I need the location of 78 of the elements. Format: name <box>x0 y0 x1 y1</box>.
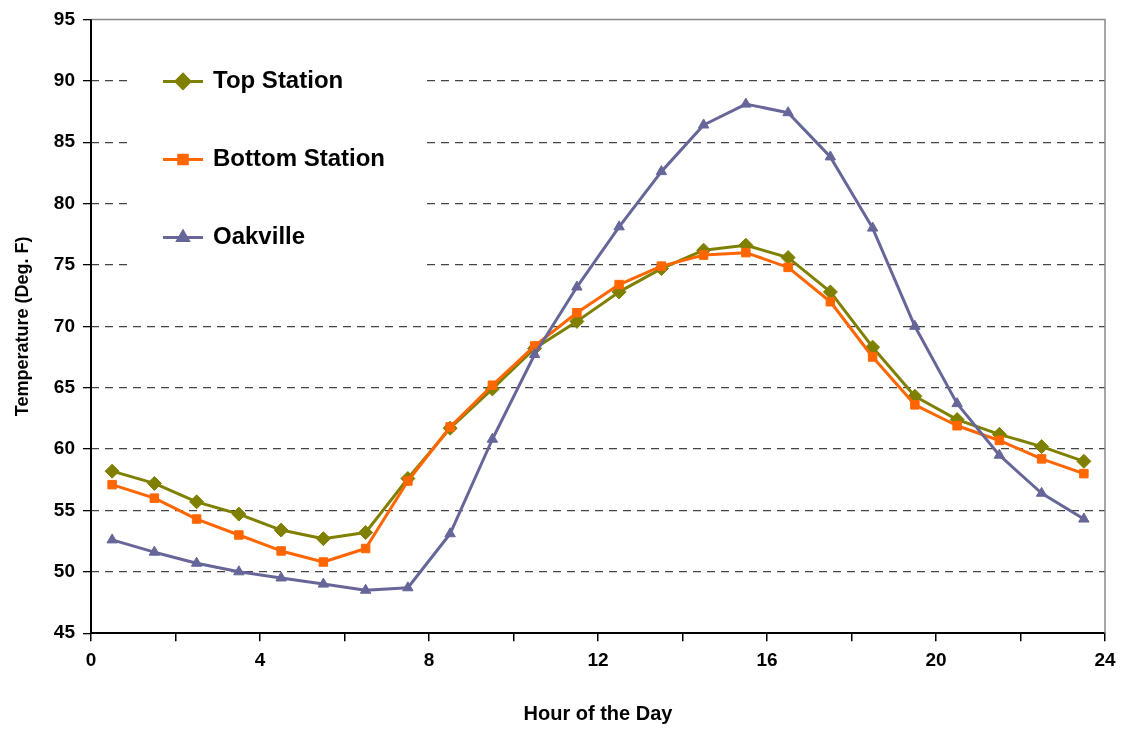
y-tick-label: 65 <box>53 375 76 397</box>
point <box>571 280 583 291</box>
x-tick-label: 12 <box>587 648 609 670</box>
point <box>867 352 878 362</box>
point <box>740 97 752 108</box>
point <box>1079 468 1089 479</box>
point <box>952 420 962 431</box>
point <box>572 308 582 318</box>
point <box>741 247 751 258</box>
point <box>318 557 329 567</box>
y-tick-label: 85 <box>53 130 76 152</box>
point <box>1078 512 1090 523</box>
x-tick-label: 16 <box>756 648 778 670</box>
point <box>951 397 963 408</box>
legend-label: Oakville <box>213 222 306 250</box>
y-tick-label: 60 <box>53 437 75 459</box>
point <box>1076 453 1092 469</box>
x-tick-label: 4 <box>254 648 266 670</box>
point <box>824 150 837 161</box>
x-axis-title: Hour of the Day <box>523 701 674 724</box>
point <box>276 546 286 556</box>
point <box>190 556 203 567</box>
point <box>698 250 709 260</box>
point <box>825 297 836 307</box>
y-tick-label: 70 <box>53 314 75 336</box>
point <box>614 279 624 290</box>
x-tick-label: 8 <box>423 648 435 670</box>
y-tick-label: 80 <box>53 191 75 213</box>
point <box>1035 486 1048 497</box>
y-tick-label: 55 <box>53 498 76 520</box>
point <box>865 339 881 355</box>
point <box>655 165 668 176</box>
point <box>358 525 374 541</box>
point <box>317 577 330 588</box>
point <box>315 531 331 547</box>
y-tick-label: 95 <box>53 7 76 29</box>
point <box>231 506 247 522</box>
point <box>782 106 794 117</box>
point <box>697 118 710 129</box>
point <box>909 319 921 330</box>
x-tick-label: 24 <box>1094 648 1116 670</box>
point <box>146 475 162 491</box>
point <box>866 221 879 232</box>
legend-label: Bottom Station <box>213 144 385 172</box>
point <box>359 583 372 594</box>
point <box>233 565 245 576</box>
point <box>910 400 920 410</box>
point <box>487 380 498 390</box>
point <box>444 527 456 538</box>
x-tick-label: 20 <box>925 648 947 670</box>
y-tick-label: 90 <box>53 69 75 91</box>
point <box>273 522 289 538</box>
legend-label: Top Station <box>213 66 344 94</box>
point <box>402 581 414 592</box>
point <box>104 463 120 479</box>
y-tick-label: 45 <box>53 621 76 643</box>
point <box>994 435 1005 446</box>
y-tick-label: 75 <box>53 253 76 275</box>
point <box>993 448 1006 459</box>
point <box>106 533 118 544</box>
point <box>191 514 202 524</box>
point <box>107 479 117 490</box>
y-tick-label: 50 <box>53 560 75 582</box>
point <box>234 530 244 540</box>
x-tick-label: 0 <box>85 648 97 670</box>
y-axis-title: Temperature (Deg. F) <box>11 236 32 417</box>
point <box>148 545 161 556</box>
point <box>528 348 541 359</box>
point <box>149 493 160 503</box>
point <box>486 432 499 443</box>
point <box>1036 454 1047 464</box>
point <box>189 494 205 510</box>
point <box>360 543 371 554</box>
point <box>783 262 793 273</box>
point <box>656 261 667 271</box>
point <box>613 220 625 231</box>
point <box>275 571 287 582</box>
point <box>1034 439 1050 455</box>
